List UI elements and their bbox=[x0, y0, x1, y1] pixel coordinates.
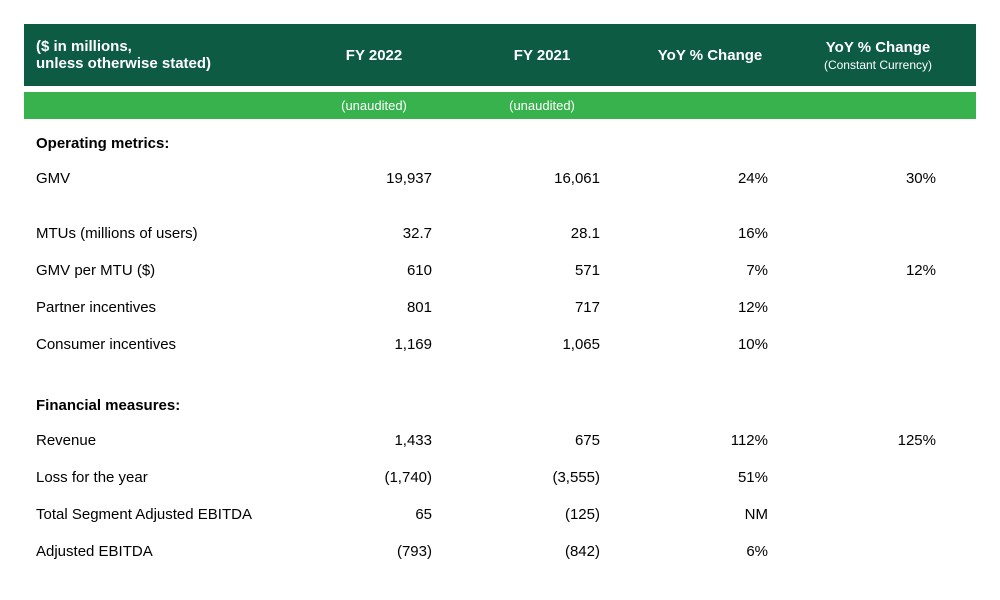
cell-label: MTUs (millions of users) bbox=[24, 215, 304, 252]
header-yoycc-l2: (Constant Currency) bbox=[820, 58, 936, 72]
gap bbox=[24, 197, 976, 215]
cell-yoycc bbox=[808, 459, 976, 496]
header-fy21: FY 2021 bbox=[472, 24, 640, 86]
cell-yoycc bbox=[808, 326, 976, 363]
cell-fy21: 675 bbox=[472, 422, 640, 459]
row-tsae: Total Segment Adjusted EBITDA 65 (125) N… bbox=[24, 496, 976, 533]
cell-yoycc: 12% bbox=[808, 252, 976, 289]
row-gmv-mtu: GMV per MTU ($) 610 571 7% 12% bbox=[24, 252, 976, 289]
cell-yoycc bbox=[808, 533, 976, 570]
cell-fy21: (125) bbox=[472, 496, 640, 533]
cell-yoycc bbox=[808, 496, 976, 533]
section-financial: Financial measures: bbox=[24, 381, 976, 422]
cell-label: GMV bbox=[24, 160, 304, 197]
section-operating-label: Operating metrics: bbox=[24, 119, 976, 160]
cell-fy21: 717 bbox=[472, 289, 640, 326]
cell-fy21: 28.1 bbox=[472, 215, 640, 252]
cell-label: Adjusted EBITDA bbox=[24, 533, 304, 570]
section-operating: Operating metrics: bbox=[24, 119, 976, 160]
header-metric: ($ in millions, unless otherwise stated) bbox=[24, 24, 304, 86]
row-aebitda: Adjusted EBITDA (793) (842) 6% bbox=[24, 533, 976, 570]
cell-fy22: 65 bbox=[304, 496, 472, 533]
cell-fy21: 16,061 bbox=[472, 160, 640, 197]
row-partner: Partner incentives 801 717 12% bbox=[24, 289, 976, 326]
cell-fy22: 610 bbox=[304, 252, 472, 289]
header-metric-l1: ($ in millions, bbox=[36, 38, 132, 55]
cell-yoycc bbox=[808, 289, 976, 326]
cell-fy22: (1,740) bbox=[304, 459, 472, 496]
row-gmv: GMV 19,937 16,061 24% 30% bbox=[24, 160, 976, 197]
subheader-c1: (unaudited) bbox=[304, 92, 472, 119]
header-yoycc-l1: YoY % Change bbox=[826, 39, 930, 56]
gap bbox=[24, 363, 976, 381]
cell-fy22: 32.7 bbox=[304, 215, 472, 252]
cell-label: Partner incentives bbox=[24, 289, 304, 326]
cell-fy22: 1,169 bbox=[304, 326, 472, 363]
row-revenue: Revenue 1,433 675 112% 125% bbox=[24, 422, 976, 459]
cell-yoycc bbox=[808, 215, 976, 252]
cell-yoy: NM bbox=[640, 496, 808, 533]
cell-fy21: (3,555) bbox=[472, 459, 640, 496]
financial-table: ($ in millions, unless otherwise stated)… bbox=[24, 24, 976, 570]
cell-label: Revenue bbox=[24, 422, 304, 459]
cell-fy22: 1,433 bbox=[304, 422, 472, 459]
cell-yoy: 112% bbox=[640, 422, 808, 459]
cell-yoy: 7% bbox=[640, 252, 808, 289]
row-loss: Loss for the year (1,740) (3,555) 51% bbox=[24, 459, 976, 496]
row-consumer: Consumer incentives 1,169 1,065 10% bbox=[24, 326, 976, 363]
header-fy22: FY 2022 bbox=[304, 24, 472, 86]
cell-yoy: 12% bbox=[640, 289, 808, 326]
cell-fy21: 571 bbox=[472, 252, 640, 289]
cell-label: Loss for the year bbox=[24, 459, 304, 496]
subheader-c0 bbox=[24, 92, 304, 119]
subheader-c4 bbox=[808, 92, 976, 119]
cell-yoy: 10% bbox=[640, 326, 808, 363]
cell-label: Consumer incentives bbox=[24, 326, 304, 363]
subheader-c3 bbox=[640, 92, 808, 119]
cell-yoy: 51% bbox=[640, 459, 808, 496]
section-financial-label: Financial measures: bbox=[24, 381, 976, 422]
cell-yoy: 6% bbox=[640, 533, 808, 570]
cell-fy22: 801 bbox=[304, 289, 472, 326]
subheader-row: (unaudited) (unaudited) bbox=[24, 92, 976, 119]
header-yoy: YoY % Change bbox=[640, 24, 808, 86]
header-metric-l2: unless otherwise stated) bbox=[36, 55, 211, 72]
cell-label: GMV per MTU ($) bbox=[24, 252, 304, 289]
cell-fy22: (793) bbox=[304, 533, 472, 570]
cell-fy22: 19,937 bbox=[304, 160, 472, 197]
header-row: ($ in millions, unless otherwise stated)… bbox=[24, 24, 976, 86]
cell-fy21: 1,065 bbox=[472, 326, 640, 363]
cell-yoy: 24% bbox=[640, 160, 808, 197]
cell-label: Total Segment Adjusted EBITDA bbox=[24, 496, 304, 533]
cell-yoy: 16% bbox=[640, 215, 808, 252]
subheader-c2: (unaudited) bbox=[472, 92, 640, 119]
header-yoycc: YoY % Change (Constant Currency) bbox=[808, 24, 976, 86]
cell-yoycc: 125% bbox=[808, 422, 976, 459]
cell-yoycc: 30% bbox=[808, 160, 976, 197]
cell-fy21: (842) bbox=[472, 533, 640, 570]
row-mtus: MTUs (millions of users) 32.7 28.1 16% bbox=[24, 215, 976, 252]
